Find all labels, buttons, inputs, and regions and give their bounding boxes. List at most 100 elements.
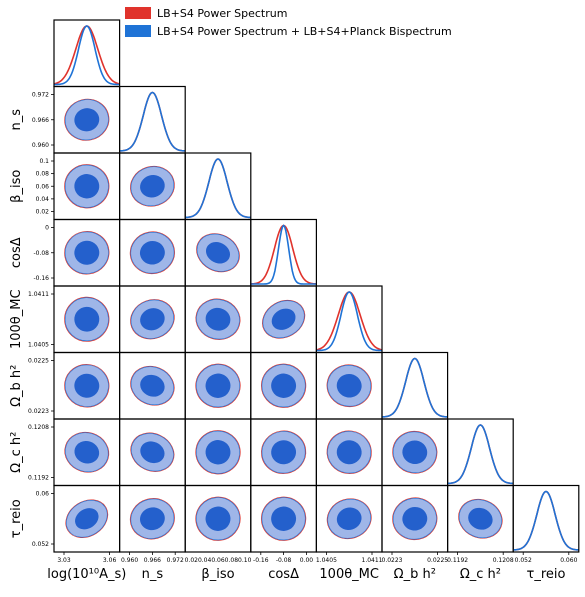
contour-bs-inner-2-1: [140, 175, 165, 198]
panel-6-3: [250, 418, 318, 487]
marginal-curve-4-1: [316, 291, 382, 352]
xtick-label-6-1: 0.1208: [493, 557, 514, 564]
xtick-label-1-1: 0.966: [144, 557, 161, 564]
yaxis-label-4: 100θ_MC: [9, 289, 24, 349]
marginal-curve-3-0: [250, 224, 317, 285]
yaxis-label-2: β_iso: [9, 170, 24, 203]
marginal-curve-5-0: [381, 357, 448, 418]
ytick-label-5-1: 0.0225: [28, 358, 49, 365]
panel-6-2: [184, 418, 252, 487]
ytick-label-2-3: 0.08: [36, 171, 50, 178]
xaxis-label-7: τ_reio: [527, 567, 566, 582]
contour-bs-inner-7-0: [75, 508, 99, 530]
panel-4-2: [184, 285, 252, 354]
xtick-label-3-1: -0.08: [276, 557, 292, 564]
panel-6-0: [53, 418, 121, 487]
legend-swatch-bs: [125, 25, 151, 37]
panel-5-2: [184, 351, 252, 420]
panel-frame-3-3: [250, 218, 318, 287]
contour-bs-inner-6-1: [140, 441, 165, 464]
panel-4-3: [250, 285, 318, 354]
panel-3-3: [250, 218, 318, 287]
panel-frame-5-5: [381, 351, 449, 420]
panel-3-0: [53, 218, 121, 287]
xaxis-label-5: Ω_b h²: [394, 567, 436, 582]
xtick-label-3-0: -0.16: [253, 557, 269, 564]
xtick-label-0-0: 3.03: [57, 557, 71, 564]
panel-6-5: [381, 418, 449, 487]
contour-bs-inner-3-0: [74, 240, 100, 265]
panel-6-4: [315, 418, 383, 487]
xtick-label-3-2: 0.00: [300, 557, 314, 564]
panel-5-5: [381, 351, 449, 420]
panel-3-1: [118, 218, 186, 287]
ytick-label-3-1: -0.08: [33, 250, 49, 257]
xtick-label-4-0: 1.0405: [316, 557, 337, 564]
xtick-label-0-1: 3.06: [103, 557, 117, 564]
contour-bs-inner-6-2: [205, 440, 231, 465]
ytick-label-7-1: 0.06: [36, 491, 50, 498]
yaxis-label-6: Ω_c h²: [9, 432, 24, 473]
contour-bs-inner-5-2: [205, 373, 231, 398]
panel-7-2: [184, 484, 252, 553]
marginal-curve-1-1: [119, 91, 186, 152]
ytick-label-3-0: -0.16: [33, 275, 49, 282]
marginal-curve-0-0: [53, 25, 120, 85]
xaxis-label-3: cosΔ: [268, 567, 299, 582]
panel-7-7: [512, 484, 580, 553]
ytick-label-2-2: 0.06: [36, 183, 50, 190]
contour-bs-inner-1-0: [74, 108, 100, 132]
legend-swatch-ps: [125, 7, 151, 19]
marginal-curve-6-1: [447, 424, 514, 485]
contour-bs-inner-6-4: [336, 440, 362, 465]
panel-5-0: [53, 351, 121, 420]
marginal-curve-1-0: [119, 91, 186, 152]
xtick-label-5-0: 0.0223: [382, 557, 403, 564]
panel-7-1: [118, 484, 186, 553]
panel-6-6: [447, 418, 514, 487]
panel-3-2: [184, 218, 252, 287]
marginal-curve-4-0: [316, 291, 383, 351]
panels: 0.9600.9660.9720.020.040.060.080.1-0.16-…: [9, 19, 580, 582]
ytick-label-1-0: 0.960: [32, 142, 49, 149]
contour-bs-inner-7-2: [205, 506, 231, 531]
panel-frame-2-2: [184, 152, 252, 221]
contour-bs-inner-5-4: [336, 373, 362, 398]
panel-4-1: [118, 285, 186, 354]
yaxis-label-5: Ω_b h²: [9, 365, 24, 407]
panel-7-6: [447, 484, 514, 553]
xtick-label-7-0: 0.052: [515, 557, 532, 564]
panel-6-1: [118, 418, 186, 487]
yaxis-label-1: n_s: [9, 109, 24, 131]
panel-0-0: [53, 19, 121, 88]
legend-label-bs: LB+S4 Power Spectrum + LB+S4+Planck Bisp…: [157, 25, 452, 38]
ytick-label-6-1: 0.1208: [28, 424, 49, 431]
panel-frame-6-6: [447, 418, 514, 487]
ytick-label-5-0: 0.0223: [28, 408, 49, 415]
panel-2-0: [53, 152, 121, 221]
contour-bs-inner-6-5: [402, 440, 428, 465]
panel-4-4: [315, 285, 383, 354]
contour-bs-inner-4-2: [205, 307, 231, 331]
marginal-curve-0-1: [54, 25, 120, 86]
contour-bs-inner-7-3: [271, 506, 297, 531]
panel-2-1: [118, 152, 186, 221]
marginal-curve-2-0: [185, 158, 251, 219]
panel-7-0: [53, 484, 121, 553]
xtick-label-6-0: 0.1192: [447, 557, 468, 564]
ytick-label-2-0: 0.02: [36, 209, 50, 216]
panel-5-3: [250, 351, 318, 420]
ytick-label-6-0: 0.1192: [28, 475, 49, 482]
xtick-label-1-0: 0.960: [121, 557, 138, 564]
xtick-label-5-1: 0.0225: [427, 557, 448, 564]
marginal-curve-2-1: [185, 158, 251, 219]
legend-label-ps: LB+S4 Power Spectrum: [157, 7, 287, 20]
xtick-label-1-2: 0.972: [167, 557, 184, 564]
contour-bs-inner-4-1: [140, 308, 165, 331]
marginal-curve-7-1: [513, 490, 579, 551]
contour-bs-inner-3-2: [205, 242, 231, 264]
panel-5-4: [315, 351, 383, 420]
contour-bs-inner-7-4: [336, 507, 362, 530]
ytick-label-1-1: 0.966: [32, 117, 49, 124]
